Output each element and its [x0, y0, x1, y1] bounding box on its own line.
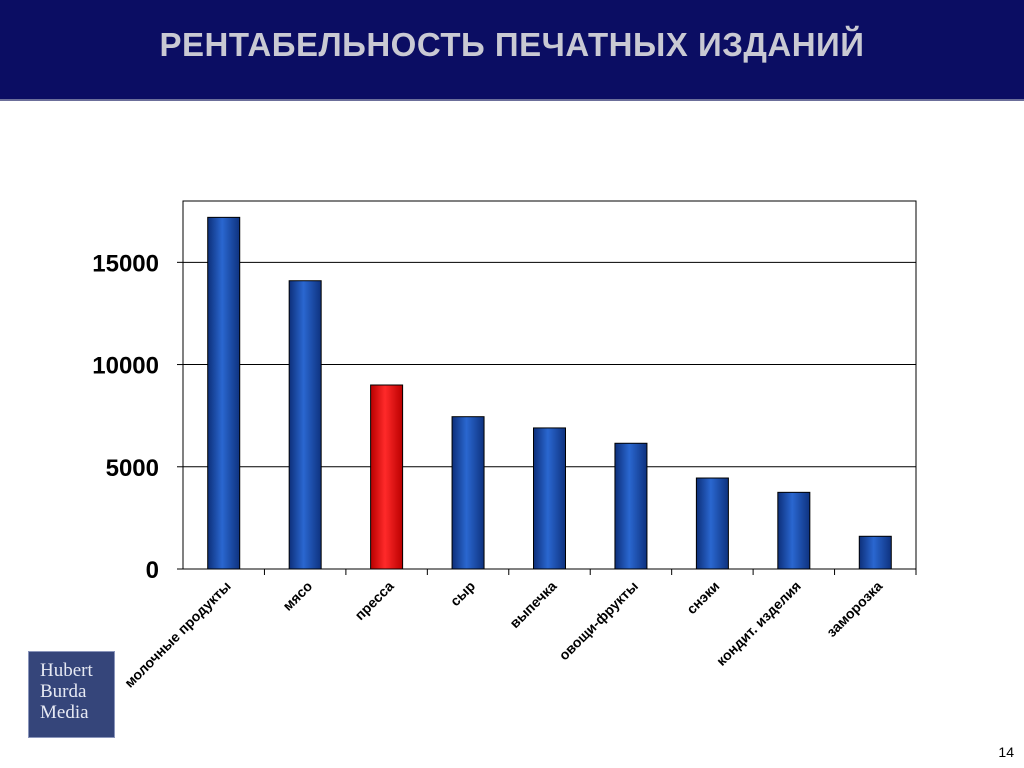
page-number: 14	[998, 744, 1014, 760]
bar	[451, 416, 485, 570]
bar	[695, 477, 729, 570]
y-tick-label: 0	[146, 557, 159, 584]
bar	[858, 535, 892, 570]
bar	[288, 280, 322, 570]
x-tick-label: кондит. изделия	[713, 578, 804, 669]
y-tick-label: 10000	[92, 353, 159, 380]
x-tick-label: сыр	[447, 578, 478, 609]
company-logo: Hubert Burda Media	[28, 651, 115, 738]
logo-line-2: Burda	[40, 681, 87, 702]
header-bar: РЕНТАБЕЛЬНОСТЬ ПЕЧАТНЫХ ИЗДАНИЙ	[0, 0, 1024, 101]
y-tick-label: 15000	[92, 250, 159, 277]
page-title: РЕНТАБЕЛЬНОСТЬ ПЕЧАТНЫХ ИЗДАНИЙ	[159, 26, 865, 63]
x-tick-label: молочные продукты	[121, 578, 234, 691]
logo-line-3: Media	[40, 702, 89, 723]
x-tick-label: заморозка	[823, 578, 885, 640]
x-tick-label: выпечка	[506, 578, 559, 631]
x-tick-label: снэки	[683, 578, 722, 617]
y-tick-label: 5000	[106, 455, 159, 482]
bar	[614, 442, 648, 570]
bar	[533, 427, 566, 570]
bar	[777, 491, 811, 570]
logo-line-1: Hubert	[40, 660, 93, 681]
bar	[207, 216, 241, 570]
x-tick-label: овощи-фрукты	[556, 578, 641, 663]
x-tick-label: мясо	[279, 578, 315, 614]
bar-highlighted	[370, 384, 404, 570]
x-tick-label: пресса	[351, 578, 397, 624]
